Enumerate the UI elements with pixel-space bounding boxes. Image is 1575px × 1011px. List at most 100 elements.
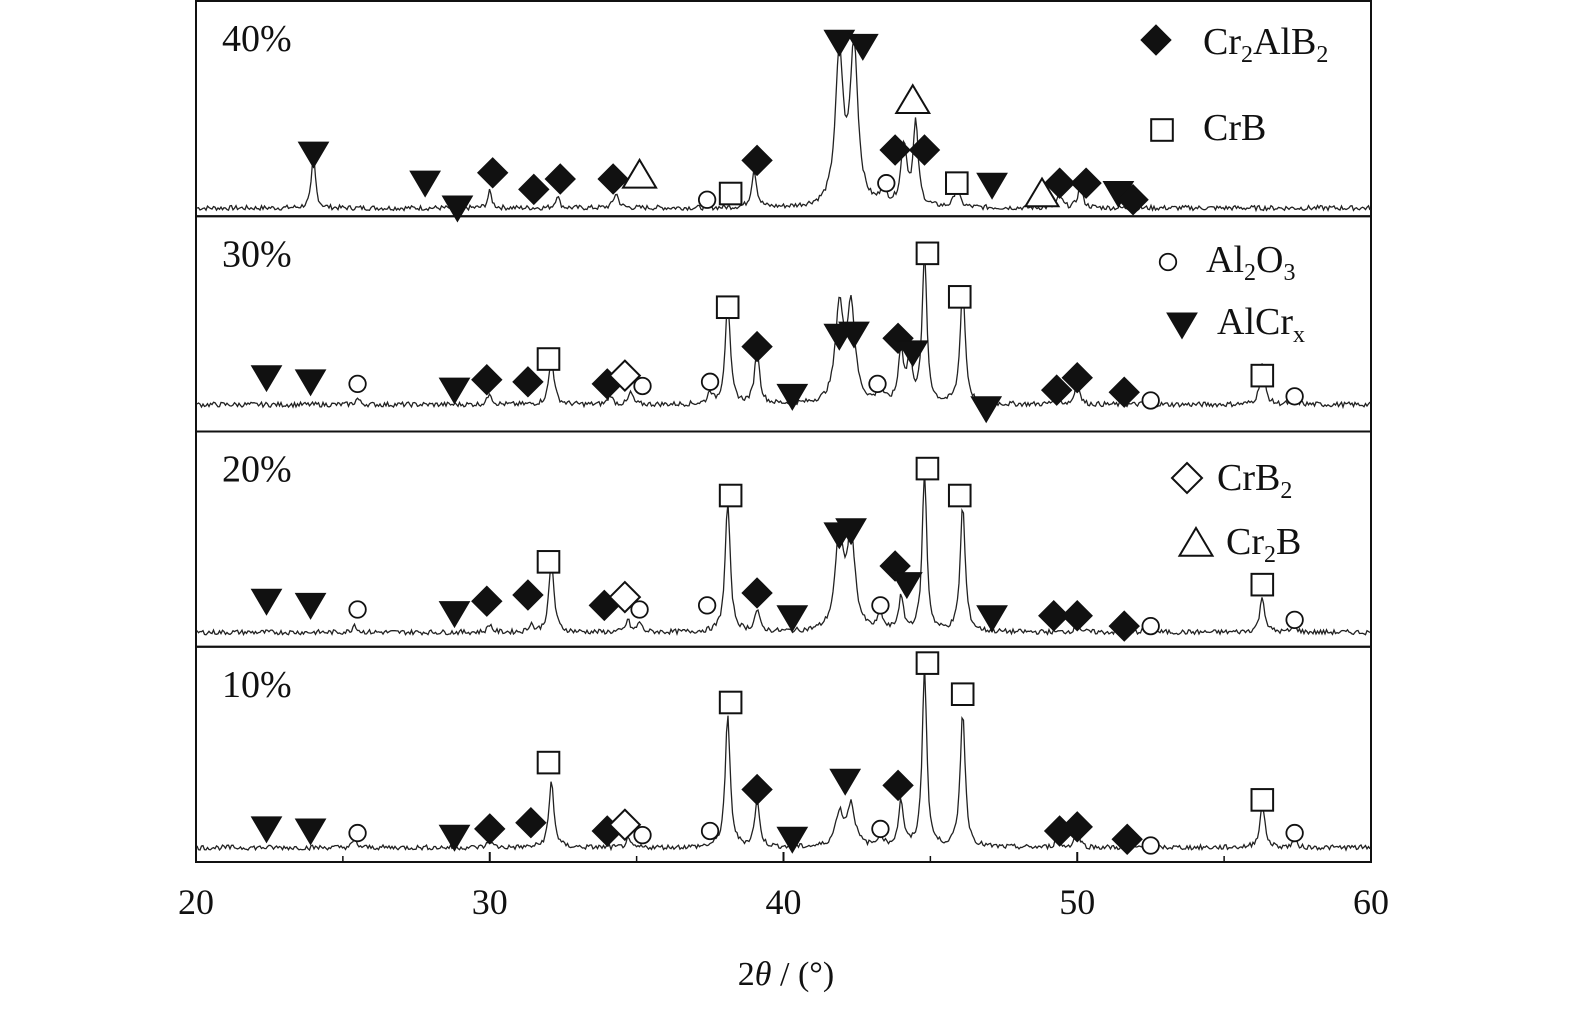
legend-label: CrB xyxy=(1203,107,1266,149)
phase-marker-crb xyxy=(1250,788,1275,812)
phase-marker-al2o3 xyxy=(348,600,367,619)
phase-marker-cr2alb2 xyxy=(512,366,544,398)
phase-marker-al2o3 xyxy=(871,596,890,615)
phase-marker-cr2alb2 xyxy=(741,773,773,806)
legend-marker-cr2b xyxy=(1177,526,1215,557)
phase-marker-cr2alb2 xyxy=(741,330,773,363)
legend-label: Al2O3 xyxy=(1206,239,1295,286)
phase-marker-alcrx xyxy=(294,818,327,846)
phase-marker-al2o3 xyxy=(633,825,652,845)
legend-item-cr2alb2: Cr2AlB2 xyxy=(1140,21,1328,68)
phase-marker-crb xyxy=(945,171,969,195)
phase-marker-cr2alb2 xyxy=(1061,811,1093,843)
phase-marker-cr2alb2 xyxy=(1070,167,1102,199)
phase-marker-alcrx xyxy=(823,29,856,57)
phase-marker-alcrx xyxy=(776,605,809,633)
phase-marker-cr2alb2 xyxy=(1117,184,1149,216)
phase-marker-crb xyxy=(718,181,743,206)
phase-marker-al2o3 xyxy=(633,376,652,396)
xrd-spectrum-line xyxy=(196,662,1371,852)
phase-marker-alcrx xyxy=(976,605,1008,633)
legend-item-crb: CrB xyxy=(1150,107,1266,149)
x-axis: 20 30 40 50 60 xyxy=(178,852,1389,922)
phase-marker-alcrx xyxy=(294,592,327,620)
phase-marker-crb xyxy=(536,750,561,775)
phase-marker-al2o3 xyxy=(697,190,717,209)
phase-marker-cr2alb2 xyxy=(471,585,503,617)
phase-marker-crb xyxy=(947,285,972,309)
phase-marker-crb xyxy=(950,682,975,707)
phase-marker-alcrx xyxy=(438,377,471,405)
phase-marker-crb xyxy=(718,483,743,508)
x-axis-label: 2θ / (°) xyxy=(738,956,834,993)
legend-item-crb2: CrB2 xyxy=(1170,457,1292,504)
phase-marker-crb2 xyxy=(608,359,642,393)
phase-marker-al2o3 xyxy=(348,374,367,394)
legend: Cr2AlB2 CrB Al2O3 AlCrx CrB2 Cr2B xyxy=(1140,21,1328,568)
phase-marker-al2o3 xyxy=(348,823,367,843)
phase-marker-al2o3 xyxy=(868,374,887,394)
panel-40pct: 40% xyxy=(195,0,1372,223)
legend-label: Cr2B xyxy=(1226,521,1301,568)
phase-marker-al2o3 xyxy=(871,819,890,839)
phase-marker-cr2alb2 xyxy=(515,806,547,839)
phase-marker-alcrx xyxy=(297,141,330,169)
phase-marker-cr2alb2 xyxy=(908,134,941,166)
phase-marker-cr2alb2 xyxy=(471,364,503,396)
phase-marker-alcrx xyxy=(441,195,474,223)
phase-marker-crb xyxy=(1250,363,1275,388)
phase-marker-cr2alb2 xyxy=(741,144,773,177)
phase-marker-alcrx xyxy=(409,170,441,198)
phase-marker-alcrx xyxy=(250,365,283,393)
phase-marker-crb xyxy=(536,550,561,574)
phase-marker-crb xyxy=(915,651,940,675)
panel-10pct: 10% xyxy=(195,645,1372,863)
panel-frame xyxy=(195,0,1372,218)
phase-marker-al2o3 xyxy=(1285,387,1304,406)
phase-marker-alcrx xyxy=(250,816,283,844)
phase-marker-al2o3 xyxy=(700,821,720,841)
xrd-spectrum-line xyxy=(196,244,1371,410)
legend-item-cr2b: Cr2B xyxy=(1177,521,1301,568)
phase-marker-crb xyxy=(915,456,940,481)
phase-marker-cr2alb2 xyxy=(1043,167,1076,199)
legend-item-al2o3: Al2O3 xyxy=(1158,239,1295,286)
legend-item-alcrx: AlCrx xyxy=(1166,301,1305,348)
legend-marker-alcrx xyxy=(1166,312,1198,340)
phase-marker-cr2alb2 xyxy=(882,769,914,802)
phase-marker-al2o3 xyxy=(877,174,896,193)
xrd-spectrum-line xyxy=(196,37,1371,213)
phase-marker-cr2alb2 xyxy=(474,813,506,845)
phase-marker-al2o3 xyxy=(700,372,720,391)
phase-marker-cr2b xyxy=(621,157,658,189)
phase-marker-alcrx xyxy=(250,588,283,616)
phase-marker-alcrx xyxy=(438,824,471,852)
phase-marker-cr2alb2 xyxy=(879,134,911,166)
phase-marker-crb2 xyxy=(608,808,642,842)
phase-marker-alcrx xyxy=(829,768,862,796)
legend-marker-crb2 xyxy=(1170,461,1204,495)
phase-marker-cr2alb2 xyxy=(741,577,773,609)
phase-marker-alcrx xyxy=(846,33,879,61)
phase-marker-al2o3 xyxy=(697,596,717,615)
phase-marker-crb xyxy=(536,347,561,371)
legend-label: CrB2 xyxy=(1217,457,1292,504)
phase-marker-alcrx xyxy=(896,340,929,368)
phase-marker-cr2alb2 xyxy=(597,163,629,195)
chart-panels: 40% 30% 20% 10% xyxy=(195,0,1372,863)
phase-marker-crb xyxy=(947,483,972,508)
xrd-spectrum-line xyxy=(196,469,1371,637)
phase-marker-cr2alb2 xyxy=(518,173,550,206)
phase-marker-alcrx xyxy=(838,321,870,349)
phase-marker-al2o3 xyxy=(1285,823,1304,843)
phase-marker-crb xyxy=(1250,572,1275,597)
x-tick-label: 40 xyxy=(766,882,802,922)
legend-label: Cr2AlB2 xyxy=(1203,21,1328,68)
phase-marker-cr2alb2 xyxy=(1061,600,1093,632)
phase-marker-alcrx xyxy=(438,601,471,629)
phase-marker-alcrx xyxy=(294,369,327,397)
legend-marker-crb xyxy=(1150,118,1174,142)
phase-marker-crb xyxy=(718,690,743,715)
phase-marker-cr2alb2 xyxy=(476,157,509,189)
